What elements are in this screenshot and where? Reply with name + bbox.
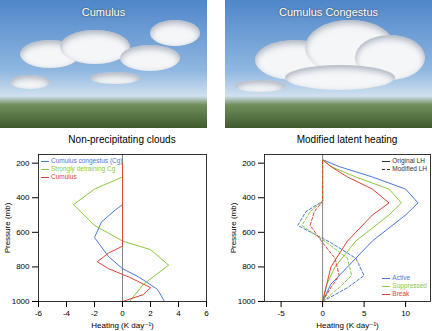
html-text:Break: Break [392,290,410,297]
html-text:Cumulus Congestus: Cumulus Congestus [279,6,378,18]
svg-text:2: 2 [148,309,153,318]
svg-text:0: 0 [120,309,125,318]
html-text:Suppressed: Suppressed [392,282,427,289]
svg-text:5: 5 [362,309,367,318]
html-text:Cumulus congestus (Cg): Cumulus congestus (Cg) [51,157,123,164]
svg-text:600: 600 [242,228,256,237]
svg-text:200: 200 [16,159,30,168]
html-text:Non-precipitating clouds: Non-precipitating clouds [68,134,176,145]
svg-text:Heating (K day⁻¹): Heating (K day⁻¹) [316,321,379,330]
svg-text:6: 6 [204,309,209,318]
html-text:Modified LH: Modified LH [392,165,427,172]
html-text:Active: Active [392,274,410,281]
svg-text:-2: -2 [91,309,99,318]
svg-text:1000: 1000 [238,297,256,306]
html-text:Original LH: Original LH [392,157,425,164]
svg-text:-4: -4 [63,309,71,318]
svg-text:Pressure (mb): Pressure (mb) [3,202,12,253]
svg-text:0: 0 [320,309,325,318]
html-text:Cumulus: Cumulus [81,6,126,18]
svg-text:800: 800 [16,262,30,271]
html-text:Cumulus: Cumulus [51,173,77,180]
svg-text:800: 800 [242,262,256,271]
svg-text:1000: 1000 [12,297,30,306]
svg-text:-6: -6 [35,309,43,318]
html-text:Strongly detraining Cg: Strongly detraining Cg [51,165,116,172]
svg-text:Pressure (mb): Pressure (mb) [229,202,238,253]
svg-text:200: 200 [242,159,256,168]
svg-text:-5: -5 [278,309,286,318]
svg-text:Heating (K day⁻¹): Heating (K day⁻¹) [91,321,154,330]
svg-text:400: 400 [16,193,30,202]
svg-text:10: 10 [401,309,410,318]
html-text:Modified latent heating: Modified latent heating [296,134,398,145]
svg-text:4: 4 [176,309,181,318]
svg-text:600: 600 [16,228,30,237]
svg-text:400: 400 [242,193,256,202]
